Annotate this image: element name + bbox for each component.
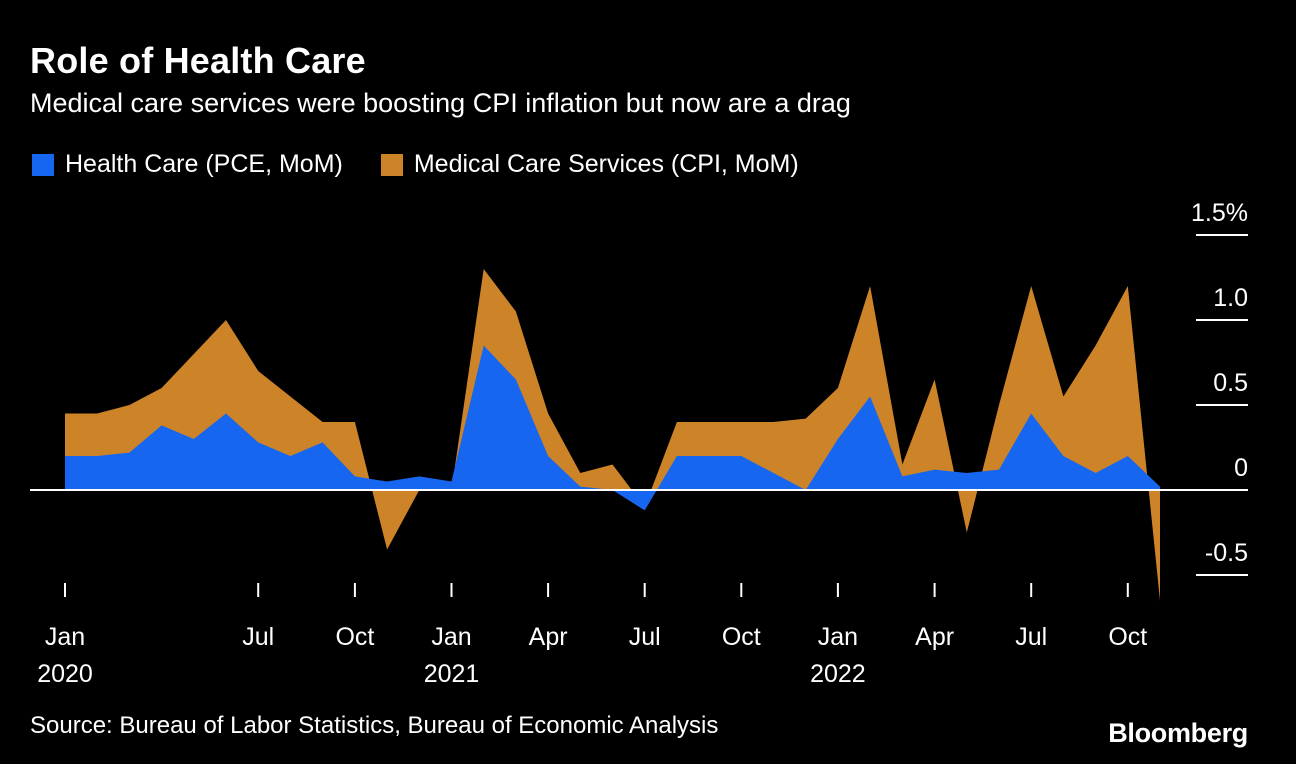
y-tick-label: 1.5%	[1191, 199, 1248, 227]
y-tick-label: 0	[1234, 454, 1248, 482]
legend-label-medical-care-cpi: Medical Care Services (CPI, MoM)	[413, 150, 799, 178]
legend-item-health-care-pce: Health Care (PCE, MoM)	[32, 150, 343, 179]
y-tick-label: -0.5	[1205, 539, 1248, 567]
x-tick-label: Jan	[431, 623, 471, 651]
x-tick-label: Jul	[629, 623, 661, 651]
x-tick-label: Oct	[722, 623, 761, 651]
legend-swatch-orange-icon	[380, 153, 403, 176]
x-tick-label: Apr	[915, 623, 954, 651]
x-tick-year: 2020	[37, 660, 93, 688]
x-tick-label: Jul	[1015, 623, 1047, 651]
x-tick-label: Jul	[242, 623, 274, 651]
x-tick-label: Jan	[818, 623, 858, 651]
area-medical-care-cpi	[65, 269, 1160, 601]
y-tick-label: 1.0	[1213, 284, 1248, 312]
x-tick-label: Oct	[335, 623, 374, 651]
area-chart: 1.5% 1.0 0.5 0 -0.5 Jan 2020 Jul Oct Jan 2021 Apr Ju…	[30, 199, 1248, 688]
x-tick-label: Jan	[45, 623, 85, 651]
y-tick-label: 0.5	[1213, 369, 1248, 397]
bloomberg-logo: Bloomberg	[1108, 718, 1248, 748]
legend-label-health-care-pce: Health Care (PCE, MoM)	[65, 150, 343, 178]
chart-title: Role of Health Care	[30, 40, 366, 81]
x-tick-year: 2022	[810, 660, 866, 688]
source-note: Source: Bureau of Labor Statistics, Bure…	[30, 712, 719, 739]
x-tick-label: Apr	[529, 623, 568, 651]
chart-subtitle: Medical care services were boosting CPI …	[30, 88, 851, 118]
legend-swatch-blue-icon	[32, 153, 54, 176]
x-tick-year: 2021	[424, 660, 480, 688]
legend: Health Care (PCE, MoM) Medical Care Serv…	[32, 150, 799, 179]
area-health-care-pce	[65, 345, 1160, 511]
x-tick-label: Oct	[1108, 623, 1147, 651]
legend-item-medical-care-cpi: Medical Care Services (CPI, MoM)	[380, 150, 799, 179]
